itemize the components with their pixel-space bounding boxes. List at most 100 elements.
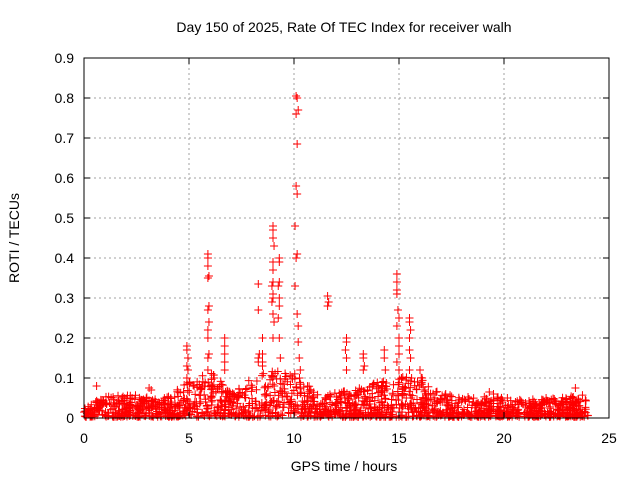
data-point (160, 394, 169, 403)
data-point (268, 380, 277, 389)
data-point (254, 280, 263, 288)
data-point (443, 400, 452, 409)
data-point (242, 384, 251, 393)
data-point (232, 404, 241, 413)
data-point (359, 387, 368, 396)
data-point (359, 354, 368, 362)
data-point (360, 397, 369, 406)
data-point (220, 412, 229, 421)
data-point (323, 292, 332, 300)
data-point (270, 242, 279, 250)
data-point (305, 382, 314, 391)
data-point (196, 390, 205, 399)
data-point (413, 395, 422, 404)
data-point (241, 393, 250, 402)
data-point (142, 409, 151, 418)
data-point (557, 397, 566, 406)
data-point (372, 384, 381, 393)
data-point (194, 411, 203, 420)
data-point (296, 380, 305, 389)
x-tick-label: 5 (185, 430, 193, 446)
data-point (370, 396, 379, 405)
data-point (281, 372, 290, 381)
data-point (262, 389, 271, 398)
data-point (268, 372, 277, 381)
data-point (520, 410, 529, 419)
data-point (275, 278, 284, 286)
data-point (430, 412, 439, 421)
data-point (274, 282, 283, 290)
data-point (341, 346, 350, 354)
data-point (430, 404, 439, 413)
data-point (398, 385, 407, 394)
data-point (324, 406, 333, 415)
data-point (489, 390, 498, 398)
data-point (258, 362, 267, 370)
data-point (580, 412, 589, 421)
data-point (265, 401, 274, 410)
data-point (374, 392, 383, 401)
data-point (252, 385, 261, 394)
data-point (183, 354, 192, 362)
data-point (282, 392, 291, 401)
data-point (261, 391, 270, 400)
data-point (269, 396, 278, 405)
data-point (170, 393, 179, 402)
data-point (230, 391, 239, 400)
data-point (145, 404, 154, 413)
data-point (567, 392, 576, 401)
data-point (185, 410, 194, 419)
data-point (407, 374, 416, 382)
data-point (568, 409, 577, 418)
data-point (203, 254, 212, 262)
data-point (151, 395, 160, 404)
data-point (383, 401, 392, 410)
data-point (442, 408, 451, 417)
data-point (429, 411, 438, 420)
data-point (279, 403, 288, 412)
data-point (164, 399, 173, 408)
data-point (405, 318, 414, 326)
data-point (318, 399, 327, 408)
data-point (142, 394, 151, 403)
data-point (286, 380, 295, 389)
y-tick-label: 0.7 (55, 130, 75, 146)
data-point (347, 409, 356, 418)
plot-frame (83, 57, 610, 419)
data-point (405, 387, 414, 396)
data-point (263, 383, 272, 392)
data-point (179, 408, 188, 417)
data-point (183, 386, 192, 395)
data-point (80, 404, 89, 413)
data-point (309, 397, 318, 406)
y-tick-label: 0.9 (55, 50, 75, 66)
data-point (543, 397, 552, 406)
data-point (198, 377, 207, 386)
data-point (387, 395, 396, 404)
data-point (484, 408, 493, 417)
data-point (258, 350, 267, 358)
data-point (207, 401, 216, 410)
data-point (380, 346, 389, 354)
data-point (204, 272, 213, 280)
data-point (392, 322, 401, 330)
data-point (342, 338, 351, 346)
data-point (521, 398, 530, 407)
data-point (195, 399, 204, 408)
data-point (366, 404, 375, 413)
data-point (481, 399, 490, 408)
data-point (292, 254, 301, 262)
data-point (430, 406, 439, 415)
data-point (374, 410, 383, 419)
data-point (224, 398, 233, 407)
data-point (360, 362, 369, 370)
data-point (410, 381, 419, 390)
data-point (496, 402, 505, 411)
data-point (191, 390, 200, 399)
data-point (173, 387, 182, 396)
data-point (525, 397, 534, 406)
data-point (474, 399, 483, 408)
y-axis-label: ROTI / TECUs (6, 193, 22, 283)
data-point (379, 377, 388, 386)
data-point (359, 366, 368, 374)
